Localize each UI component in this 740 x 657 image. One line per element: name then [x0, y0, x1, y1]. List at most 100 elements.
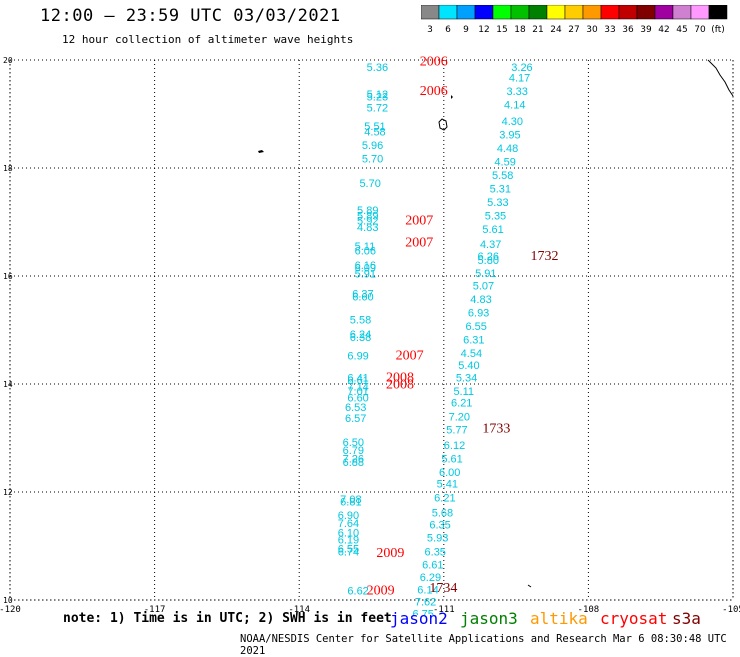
wave-height-value: 6.24: [350, 329, 371, 341]
x-tick-label: -120: [0, 605, 21, 615]
wave-height-value: 6.06: [355, 245, 376, 257]
wave-height-value: 5.51: [364, 121, 385, 133]
wave-height-value: 4.17: [509, 73, 530, 85]
wave-height-value: 5.31: [490, 183, 511, 195]
satellite-legend-s3a: s3a: [672, 609, 701, 628]
wave-height-value: 5.36: [367, 62, 388, 74]
wave-height-value: 7.08: [340, 494, 361, 506]
color-scale-label: 30: [586, 25, 598, 35]
wave-height-value: 6.75: [412, 608, 433, 615]
wave-height-value: 6.38: [350, 332, 371, 344]
wave-height-value: 6.53: [345, 402, 366, 414]
wave-height-value: 6.19: [338, 534, 359, 546]
wave-height-value: 6.62: [347, 586, 368, 598]
wave-height-value: 4.14: [504, 100, 525, 112]
wave-height-value: 5.35: [485, 210, 506, 222]
satellite-legend-altika: altika: [530, 609, 588, 628]
wave-height-value: 6.41: [347, 372, 368, 384]
wave-height-value: 5.23: [367, 92, 388, 104]
wave-height-value: 5.93: [427, 533, 448, 545]
wave-height-value: 5.12: [367, 89, 388, 101]
island-clarion: [258, 150, 264, 153]
wave-height-value: 4.83: [357, 222, 378, 234]
y-tick-label: 18: [3, 164, 13, 173]
wave-height-value: 6.35: [429, 520, 450, 532]
satellite-legend-jason3: jason3: [460, 609, 518, 628]
color-scale-label: 36: [622, 25, 634, 35]
pass-time-label: 1732: [531, 249, 559, 264]
footer-note: note: 1) Time is in UTC; 2) SWH is in fe…: [63, 611, 392, 626]
island-socorro: [438, 118, 448, 131]
wave-height-value: 6.21: [451, 398, 472, 410]
x-tick-label: -111: [433, 605, 455, 615]
wave-height-value: 5.33: [487, 197, 508, 209]
pass-time-label: 1734: [429, 581, 457, 596]
wave-height-value: 6.99: [347, 351, 368, 363]
wave-height-points: 5.36 5.125.235.72 5.514.585.96 5.70 5.70 5.89…: [338, 62, 533, 615]
wave-height-value: 4.58: [364, 127, 385, 139]
wave-height-value: 5.07: [473, 281, 494, 293]
color-scale-label: 9: [463, 25, 469, 35]
wave-height-value: 4.30: [502, 116, 523, 128]
color-scale-legend: 3 6 9 12 15 18 21 24 27 30 33 36 39 42 45 70 (ft): [421, 5, 728, 35]
wave-height-value: 5.91: [355, 269, 376, 281]
wave-height-value: 6.93: [468, 308, 489, 320]
wave-height-value: 5.89: [357, 205, 378, 217]
wave-height-value: 5.80: [478, 255, 499, 267]
wave-height-value: 3.95: [499, 129, 520, 141]
wave-height-value: 5.68: [432, 507, 453, 519]
coastline-ne: [707, 59, 734, 97]
satellite-legend-cryosat: cryosat: [600, 609, 668, 628]
wave-height-value: 6.81: [340, 497, 361, 509]
color-scale-label: 6: [445, 25, 451, 35]
island-clipperton: [527, 584, 532, 588]
wave-height-value: 5.41: [437, 479, 458, 491]
pass-time-label: 2007: [405, 214, 433, 229]
wave-height-value: 6.50: [343, 437, 364, 449]
color-swatch: [708, 5, 728, 20]
wave-height-value: 7.14: [347, 381, 368, 393]
wave-height-value: 6.26: [478, 251, 499, 263]
wave-height-value: 5.70: [362, 154, 383, 166]
color-scale-label: (ft): [711, 25, 725, 35]
wave-height-value: 4.83: [470, 294, 491, 306]
color-scale-label: 27: [568, 25, 579, 35]
wave-height-value: 6.61: [347, 375, 368, 387]
wave-height-value: 6.55: [465, 321, 486, 333]
wave-height-value: 4.54: [461, 348, 482, 360]
wave-height-value: 5.96: [362, 140, 383, 152]
wave-height-value: 6.16: [355, 260, 376, 272]
wave-height-value: 5.61: [482, 224, 503, 236]
wave-height-value: 6.37: [352, 289, 373, 301]
x-tick-label: -114: [288, 605, 310, 615]
wave-height-value: 7.26: [343, 453, 364, 465]
pass-time-label: 2008: [386, 377, 414, 392]
wave-height-value: 6.61: [422, 560, 443, 572]
pass-time-label: 2006: [420, 84, 448, 99]
color-scale-label: 18: [514, 25, 526, 35]
color-scale-label: 42: [658, 25, 669, 35]
wave-height-value: 5.11: [355, 241, 376, 253]
chart-title: 12:00 — 23:59 UTC 03/03/2021: [40, 6, 341, 26]
y-tick-label: 14: [3, 380, 13, 389]
wave-height-value: 5.34: [456, 372, 477, 384]
color-scale-label: 21: [532, 25, 543, 35]
wave-height-value: 6.90: [338, 510, 359, 522]
wave-height-value: 6.74: [338, 547, 359, 559]
island-san-benedicto: [451, 95, 453, 99]
wave-height-value: 6.29: [420, 572, 441, 584]
pass-time-label: 2008: [386, 370, 414, 385]
wave-height-value: 6.00: [439, 467, 460, 479]
wave-height-value: 4.48: [497, 143, 518, 155]
wave-height-value: 5.70: [359, 178, 380, 190]
color-scale-label: 3: [427, 25, 433, 35]
x-tick-label: -105: [722, 605, 740, 615]
x-tick-label: -117: [144, 605, 166, 615]
wave-height-value: 6.79: [343, 445, 364, 457]
wave-height-value: 6.21: [434, 493, 455, 505]
wave-height-value: 7.20: [449, 412, 470, 424]
wave-height-value: 6.55: [338, 543, 359, 555]
y-tick-label: 20: [3, 56, 13, 65]
wave-height-value: 7.01: [347, 386, 368, 398]
